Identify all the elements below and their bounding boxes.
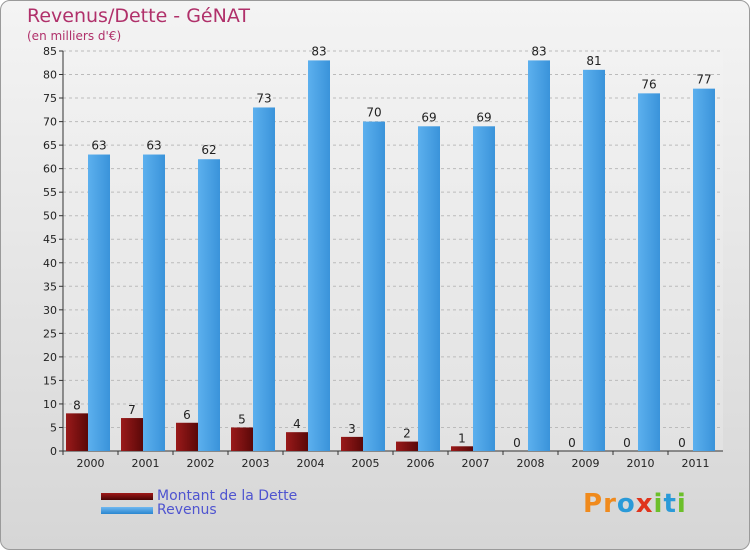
bar-dette bbox=[341, 436, 363, 451]
y-tick-label: 20 bbox=[43, 351, 57, 364]
legend-label-dette: Montant de la Dette bbox=[157, 488, 298, 504]
x-tick-label: 2010 bbox=[627, 457, 655, 470]
data-label-revenus: 76 bbox=[641, 77, 656, 91]
y-tick-label: 55 bbox=[43, 186, 57, 199]
data-label-revenus: 83 bbox=[531, 44, 546, 58]
logo-letter: i bbox=[653, 489, 664, 519]
x-tick-label: 2011 bbox=[682, 457, 710, 470]
x-tick-label: 2002 bbox=[187, 457, 215, 470]
data-label-revenus: 70 bbox=[366, 106, 381, 120]
x-tick-label: 2003 bbox=[242, 457, 270, 470]
x-tick-label: 2007 bbox=[462, 457, 490, 470]
plot-area bbox=[63, 51, 723, 451]
chart-title: Revenus/Dette - GéNAT bbox=[27, 5, 250, 27]
y-tick-label: 40 bbox=[43, 257, 57, 270]
bar-revenus bbox=[253, 107, 275, 452]
y-tick-label: 30 bbox=[43, 304, 57, 317]
data-label-dette: 4 bbox=[293, 417, 301, 431]
y-tick-label: 85 bbox=[43, 45, 57, 58]
data-label-dette: 0 bbox=[513, 436, 521, 450]
bar-revenus bbox=[693, 88, 715, 451]
bar-dette bbox=[176, 422, 198, 451]
data-label-dette: 7 bbox=[128, 403, 136, 417]
y-tick-label: 45 bbox=[43, 233, 57, 246]
data-label-dette: 0 bbox=[678, 436, 686, 450]
x-tick-label: 2006 bbox=[407, 457, 435, 470]
data-label-revenus: 69 bbox=[476, 110, 491, 124]
bar-revenus bbox=[143, 154, 165, 451]
logo-letter: o bbox=[616, 489, 636, 519]
y-tick-label: 65 bbox=[43, 139, 57, 152]
bar-dette bbox=[286, 432, 308, 451]
chart-subtitle: (en milliers d'€) bbox=[27, 29, 122, 43]
logo-letter: P bbox=[583, 489, 604, 519]
data-label-revenus: 81 bbox=[586, 54, 601, 68]
data-label-revenus: 83 bbox=[311, 44, 326, 58]
data-label-dette: 1 bbox=[458, 431, 466, 445]
data-label-revenus: 63 bbox=[91, 139, 106, 153]
y-tick-label: 50 bbox=[43, 210, 57, 223]
logo-letter: i bbox=[676, 489, 687, 519]
bar-revenus bbox=[418, 126, 440, 451]
y-tick-label: 5 bbox=[50, 421, 57, 434]
data-label-dette: 3 bbox=[348, 422, 356, 436]
x-tick-label: 2000 bbox=[77, 457, 105, 470]
y-tick-label: 80 bbox=[43, 69, 57, 82]
bar-dette bbox=[231, 427, 253, 451]
bar-dette bbox=[121, 418, 143, 451]
legend-swatch-revenus bbox=[101, 507, 153, 514]
logo-letter: x bbox=[635, 489, 654, 519]
bar-revenus bbox=[583, 69, 605, 451]
data-label-revenus: 62 bbox=[201, 143, 216, 157]
bar-revenus bbox=[638, 93, 660, 452]
data-label-dette: 5 bbox=[238, 412, 246, 426]
data-label-dette: 0 bbox=[623, 436, 631, 450]
data-label-revenus: 77 bbox=[696, 73, 711, 87]
proxiti-logo: Proxiti bbox=[583, 489, 687, 519]
data-label-revenus: 73 bbox=[256, 91, 271, 105]
x-tick-label: 2004 bbox=[297, 457, 325, 470]
bar-dette bbox=[451, 446, 473, 451]
y-tick-label: 10 bbox=[43, 398, 57, 411]
x-tick-label: 2008 bbox=[517, 457, 545, 470]
x-tick-label: 2005 bbox=[352, 457, 380, 470]
legend-swatch-dette bbox=[101, 493, 153, 500]
x-tick-label: 2001 bbox=[132, 457, 160, 470]
y-tick-label: 35 bbox=[43, 280, 57, 293]
legend-label-revenus: Revenus bbox=[157, 502, 217, 518]
data-label-dette: 0 bbox=[568, 436, 576, 450]
bar-revenus bbox=[528, 60, 550, 451]
bar-revenus bbox=[88, 154, 110, 451]
y-tick-label: 75 bbox=[43, 92, 57, 105]
data-label-dette: 6 bbox=[183, 408, 191, 422]
data-label-dette: 2 bbox=[403, 427, 411, 441]
bar-revenus bbox=[308, 60, 330, 451]
data-label-dette: 8 bbox=[73, 398, 81, 412]
y-tick-label: 15 bbox=[43, 374, 57, 387]
bar-revenus bbox=[363, 121, 385, 452]
y-tick-label: 0 bbox=[50, 445, 57, 458]
bar-dette bbox=[396, 441, 418, 451]
logo-letter: r bbox=[603, 489, 617, 519]
y-tick-label: 60 bbox=[43, 163, 57, 176]
y-tick-label: 25 bbox=[43, 327, 57, 340]
logo-letter: t bbox=[663, 489, 677, 519]
x-tick-label: 2009 bbox=[572, 457, 600, 470]
data-label-revenus: 69 bbox=[421, 110, 436, 124]
bar-revenus bbox=[473, 126, 495, 451]
bar-revenus bbox=[198, 159, 220, 451]
data-label-revenus: 63 bbox=[146, 139, 161, 153]
y-tick-label: 70 bbox=[43, 116, 57, 129]
bar-dette bbox=[66, 413, 88, 451]
